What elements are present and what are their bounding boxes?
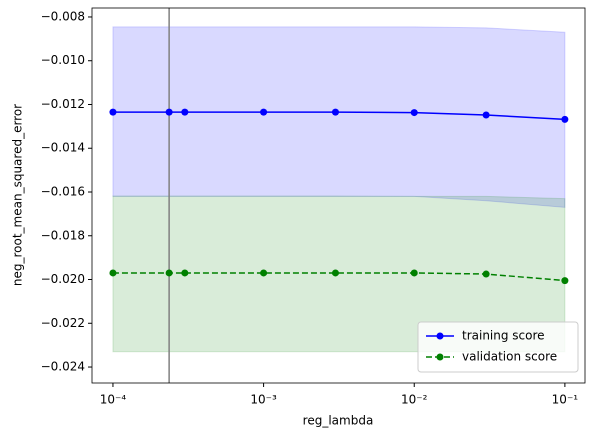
y-tick-label: −0.018 <box>41 228 85 242</box>
y-tick-label: −0.024 <box>41 360 85 374</box>
score-point <box>165 108 173 116</box>
score-point <box>260 108 268 116</box>
score-point <box>109 269 117 277</box>
y-tick-label: −0.012 <box>41 97 85 111</box>
x-tick-label: 10⁻² <box>401 393 428 407</box>
y-tick-label: −0.022 <box>41 316 85 330</box>
score-point <box>181 269 189 277</box>
y-tick-label: −0.020 <box>41 272 85 286</box>
score-point <box>165 269 173 277</box>
legend-box <box>417 321 579 373</box>
score-point <box>561 277 569 285</box>
y-axis-label: neg_root_mean_squared_error <box>11 104 25 286</box>
legend-label: validation score <box>462 350 557 364</box>
x-tick-label: 10⁻⁴ <box>100 393 127 407</box>
plot-frame <box>91 7 586 384</box>
legend-label: training score <box>462 329 545 343</box>
y-tick-label: −0.014 <box>41 141 85 155</box>
x-tick-label: 10⁻³ <box>250 393 277 407</box>
score-band <box>112 26 566 208</box>
score-point <box>260 269 268 277</box>
score-point <box>109 108 117 116</box>
score-point <box>482 270 490 278</box>
score-point <box>181 108 189 116</box>
y-tick-label: −0.016 <box>41 184 85 198</box>
legend-marker <box>436 353 444 361</box>
x-tick-label: 10⁻¹ <box>552 393 579 407</box>
score-point <box>482 111 490 119</box>
y-tick-label: −0.008 <box>41 9 85 23</box>
y-tick-label: −0.010 <box>41 53 85 67</box>
score-point <box>561 115 569 123</box>
score-point <box>331 108 339 116</box>
legend-marker <box>436 332 444 340</box>
score-point <box>410 109 418 117</box>
score-point <box>410 269 418 277</box>
x-axis-label: reg_lambda <box>303 414 374 428</box>
score-point <box>331 269 339 277</box>
